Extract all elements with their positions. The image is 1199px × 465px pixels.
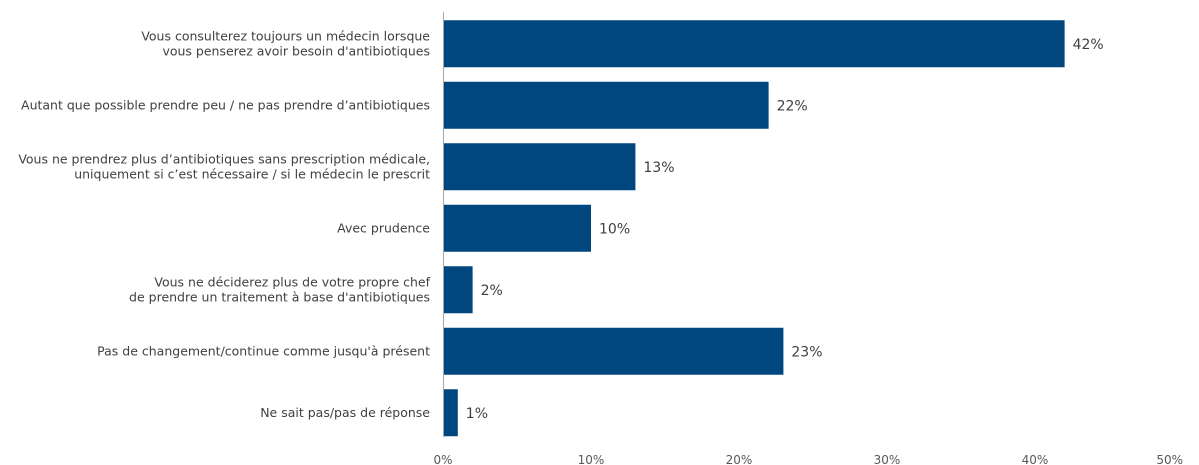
value-label: 22%	[777, 98, 808, 114]
value-label: 2%	[481, 283, 503, 299]
x-tick-label: 50%	[1156, 453, 1183, 465]
category-labels: Vous consulterez toujours un médecin lor…	[18, 28, 430, 420]
bar	[444, 81, 769, 129]
category-label-line: Vous consulterez toujours un médecin lor…	[141, 28, 430, 43]
category-label: Pas de changement/continue comme jusqu'à…	[97, 343, 430, 358]
bar	[444, 266, 473, 314]
bar	[444, 143, 636, 191]
x-tick-label: 40%	[1022, 453, 1049, 465]
category-label: Vous ne prendrez plus d’antibiotiques sa…	[18, 151, 430, 181]
category-label: Vous ne déciderez plus de votre propre c…	[129, 274, 431, 304]
category-label-line: uniquement si c’est nécessaire / si le m…	[74, 166, 430, 181]
category-label: Avec prudence	[337, 220, 430, 235]
value-label: 10%	[599, 221, 630, 237]
category-label-line: Autant que possible prendre peu / ne pas…	[21, 97, 430, 112]
value-label: 13%	[643, 160, 674, 176]
category-label: Ne sait pas/pas de réponse	[260, 405, 430, 420]
x-tick-label: 20%	[726, 453, 753, 465]
value-label: 23%	[791, 344, 822, 360]
x-tick-label: 30%	[874, 453, 901, 465]
value-labels: 42% 22% 13% 10% 2% 23% 1%	[466, 37, 1104, 422]
value-label: 42%	[1073, 37, 1104, 53]
bar	[444, 389, 458, 437]
category-label-line: vous penserez avoir besoin d'antibiotiqu…	[162, 43, 430, 58]
category-label-line: Pas de changement/continue comme jusqu'à…	[97, 343, 430, 358]
value-label: 1%	[466, 406, 488, 422]
x-axis-ticks: 0% 10% 20% 30% 40% 50%	[433, 453, 1183, 465]
bar	[444, 20, 1065, 68]
x-tick-label: 0%	[433, 453, 452, 465]
category-label-line: Ne sait pas/pas de réponse	[260, 405, 430, 420]
x-tick-label: 10%	[578, 453, 605, 465]
category-label-line: Vous ne prendrez plus d’antibiotiques sa…	[18, 151, 430, 166]
category-label-line: Avec prudence	[337, 220, 430, 235]
category-label: Vous consulterez toujours un médecin lor…	[141, 28, 430, 58]
category-label-line: Vous ne déciderez plus de votre propre c…	[154, 274, 430, 289]
bar	[444, 327, 784, 375]
category-label-line: de prendre un traitement à base d'antibi…	[129, 289, 430, 304]
bars-group	[444, 20, 1065, 437]
category-label: Autant que possible prendre peu / ne pas…	[21, 97, 430, 112]
bar	[444, 204, 591, 252]
